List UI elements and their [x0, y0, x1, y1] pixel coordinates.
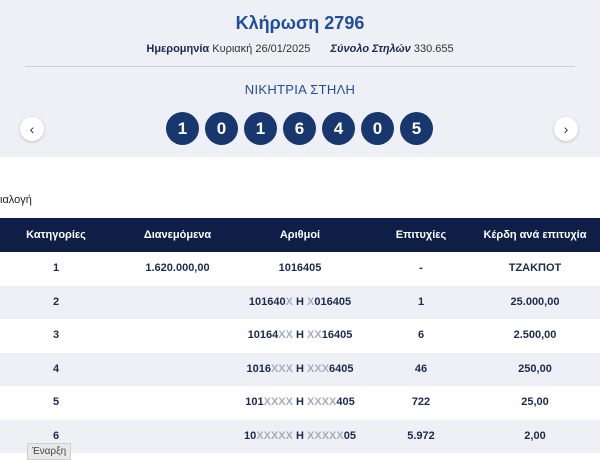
table-row: 6 10XXXXX Η XXXXX05 5.972 2,00	[0, 419, 600, 453]
cell-prize: 25.000,00	[510, 295, 560, 308]
masked-digits: X	[307, 295, 315, 308]
cell-prize: ΤΖΑΚΠΟΤ	[508, 262, 562, 274]
next-draw-button[interactable]: ›	[554, 117, 578, 141]
digits: 05	[343, 429, 356, 442]
cell-winners: 722	[411, 396, 431, 408]
cell-prize: 25,00	[521, 396, 549, 408]
cell-numbers: 101640X Η X016405	[235, 286, 365, 319]
digits: Η	[292, 362, 308, 375]
header-numbers: Αριθμοί	[279, 229, 321, 241]
cell-category: 3	[52, 329, 60, 341]
digits: Η	[292, 396, 308, 408]
cell-prize: 2.500,00	[513, 329, 557, 341]
cell-winners: -	[419, 262, 423, 274]
digits: 016405	[314, 295, 352, 308]
chevron-left-icon: ‹	[29, 121, 35, 137]
table-header: Κατηγορίες Επιτυχιών Διανεμόμενα Αριθμοί…	[0, 218, 600, 275]
table-row: 2 101640X Η X016405 1 25.000,00	[0, 285, 600, 319]
draw-title: Κλήρωση 2796	[235, 13, 365, 33]
header-prize: Κέρδη ανά επιτυχία	[483, 229, 587, 241]
header-winners: Επιτυχίες	[395, 229, 447, 241]
total-label: Σύνολο Στηλών	[330, 43, 411, 55]
number-ball: 0	[205, 112, 238, 145]
digits: 10	[244, 429, 257, 442]
prev-draw-button[interactable]: ‹	[20, 117, 44, 141]
selection-label: ιαλογή	[0, 194, 32, 206]
winning-label: ΝΙΚΗΤΡΙΑ ΣΤΗΛΗ	[244, 82, 356, 97]
cell-prize: 2,00	[524, 429, 546, 442]
cell-numbers: 101XXXX Η XXXX405	[235, 386, 365, 419]
number-ball: 1	[166, 112, 199, 145]
cell-category: 1	[52, 262, 60, 274]
cell-numbers: 10XXXXX Η XXXXX05	[235, 420, 365, 453]
cell-distributed	[120, 420, 235, 453]
masked-digits: XX	[278, 329, 293, 341]
cell-category: 2	[52, 295, 60, 308]
draw-meta: Ημερομηνία Κυριακή 26/01/2025 Σύνολο Στη…	[0, 43, 600, 55]
cell-winners: 5.972	[407, 429, 435, 442]
number-ball: 6	[283, 112, 316, 145]
number-ball: 4	[322, 112, 355, 145]
number-ball: 5	[400, 112, 433, 145]
digits: Η	[292, 429, 308, 442]
cell-winners: 46	[414, 362, 428, 375]
chevron-right-icon: ›	[563, 121, 569, 137]
draw-header: Κλήρωση 2796 Ημερομηνία Κυριακή 26/01/20…	[0, 0, 600, 157]
cell-distributed	[120, 353, 235, 386]
masked-digits: XXX	[307, 362, 330, 375]
masked-digits: XXXX	[307, 396, 337, 408]
masked-digits: XX	[307, 329, 322, 341]
table-row: 1 1.620.000,00 1016405 - ΤΖΑΚΠΟΤ	[0, 252, 600, 285]
table-row: 5 101XXXX Η XXXX405 722 25,00	[0, 386, 600, 419]
masked-digits: X	[285, 295, 293, 308]
digits: 405	[336, 396, 355, 408]
digits: 101640	[248, 295, 286, 308]
cell-numbers: 1016XXX Η XXX6405	[235, 353, 365, 386]
masked-digits: XXXX	[263, 396, 293, 408]
digits: Η	[292, 295, 308, 308]
date-label: Ημερομηνία	[146, 43, 210, 55]
digits: 1016405	[278, 262, 322, 274]
header-distributed: Διανεμόμενα	[143, 229, 212, 241]
table-row: 3 10164XX Η XX16405 6 2.500,00	[0, 319, 600, 352]
masked-digits: XXXXX	[307, 429, 344, 442]
cell-distributed	[120, 286, 235, 319]
cell-distributed	[120, 319, 235, 352]
divider	[25, 66, 575, 67]
cell-winners: 6	[417, 329, 425, 341]
start-button[interactable]: Έναρξη	[27, 443, 71, 460]
cell-numbers: 1016405	[235, 252, 365, 285]
digits: 101	[245, 396, 264, 408]
cell-distributed: 1.620.000,00	[145, 262, 210, 274]
digits: 6405	[329, 362, 354, 375]
cell-numbers: 10164XX Η XX16405	[235, 319, 365, 352]
winning-numbers: 1 0 1 6 4 0 5	[166, 112, 433, 145]
digits: 10164	[247, 329, 279, 341]
masked-digits: XXXXX	[256, 429, 293, 442]
masked-digits: XXX	[270, 362, 293, 375]
cell-prize: 250,00	[518, 362, 552, 375]
number-ball: 0	[361, 112, 394, 145]
cell-category: 6	[52, 429, 60, 442]
cell-category: 4	[52, 362, 60, 375]
number-ball: 1	[244, 112, 277, 145]
total-value: 330.655	[413, 43, 454, 55]
cell-category: 5	[52, 396, 60, 408]
digits: Η	[292, 329, 308, 341]
header-categories: Κατηγορίες Επιτυχιών	[26, 229, 86, 275]
digits: 16405	[321, 329, 353, 341]
digits: 1016	[246, 362, 271, 375]
cell-distributed	[120, 386, 235, 419]
table-row: 4 1016XXX Η XXX6405 46 250,00	[0, 352, 600, 386]
date-value: Κυριακή 26/01/2025	[212, 43, 311, 55]
cell-winners: 1	[417, 295, 425, 308]
